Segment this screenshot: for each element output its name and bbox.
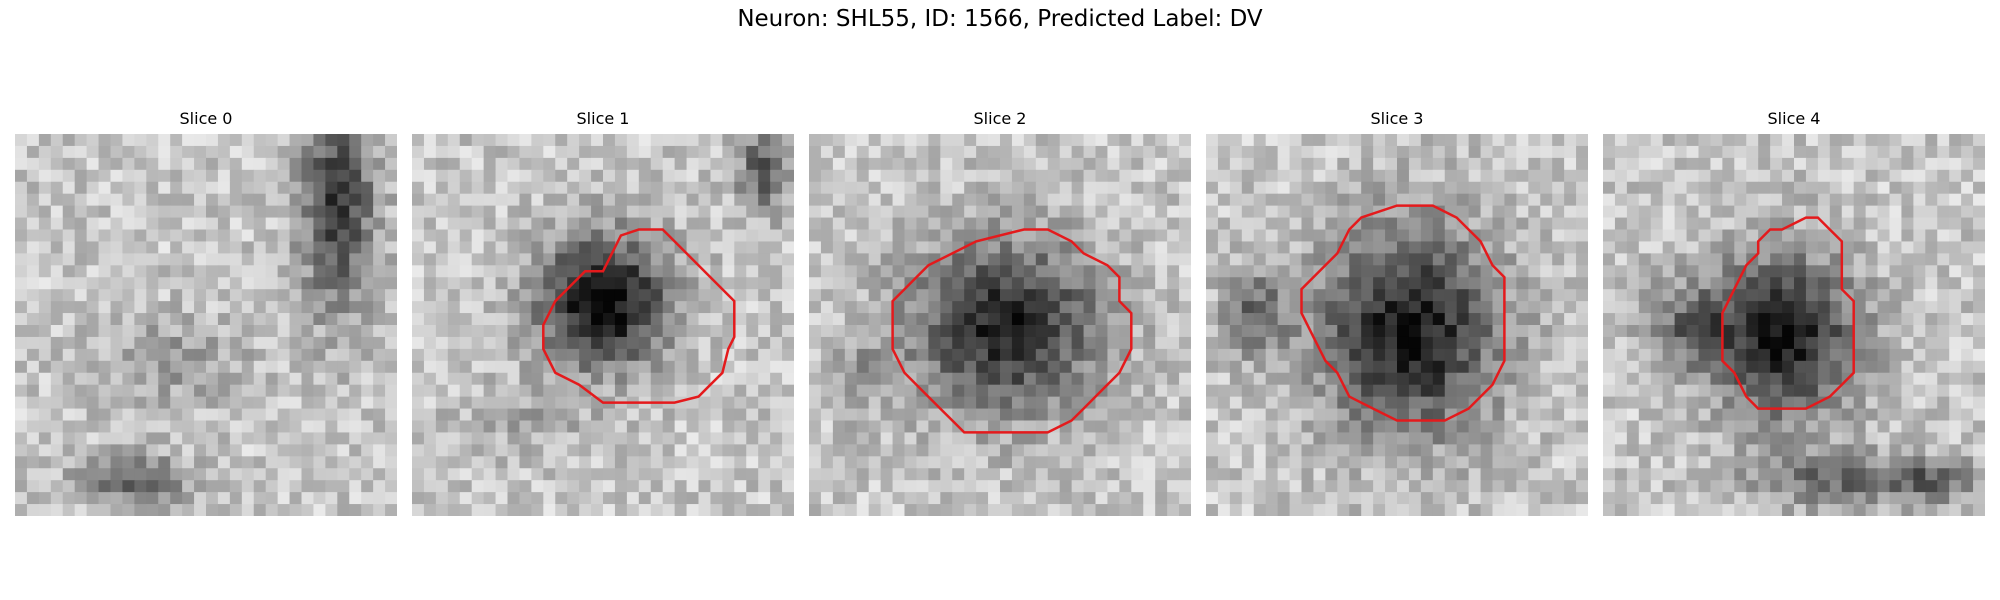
slice-panel-1: Slice 1 [412, 108, 794, 516]
slice-image-2 [809, 134, 1191, 516]
roi-contour-2 [891, 228, 1133, 434]
slice-image-4 [1603, 134, 1985, 516]
roi-contour-3 [1300, 204, 1506, 422]
slice-panel-2: Slice 2 [809, 108, 1191, 516]
slice-panel-0: Slice 0 [15, 108, 397, 516]
slice-panel-3: Slice 3 [1206, 108, 1588, 516]
slice-title-4: Slice 4 [1767, 109, 1821, 128]
slice-title-3: Slice 3 [1370, 109, 1424, 128]
figure-title: Neuron: SHL55, ID: 1566, Predicted Label… [737, 6, 1263, 32]
roi-contour-1 [542, 228, 736, 404]
slice-image-0 [15, 134, 397, 516]
slice-panel-4: Slice 4 [1603, 108, 1985, 516]
roi-contour-4 [1721, 216, 1855, 410]
slice-image-3 [1206, 134, 1588, 516]
slice-image-1 [412, 134, 794, 516]
slice-title-2: Slice 2 [973, 109, 1027, 128]
slice-title-1: Slice 1 [576, 109, 630, 128]
slice-title-0: Slice 0 [179, 109, 233, 128]
